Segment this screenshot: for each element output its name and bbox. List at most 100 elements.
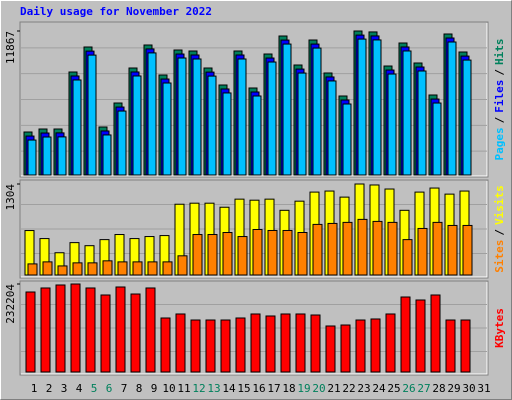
legend-entry: Pages [493, 127, 506, 160]
bar [417, 70, 427, 176]
legend-entry: KBytes [493, 308, 506, 348]
bar [327, 222, 338, 276]
bar [265, 315, 276, 373]
x-tick-label: 14 [222, 382, 236, 395]
bar [282, 229, 293, 276]
bar [72, 79, 82, 176]
bar [460, 319, 471, 373]
bar [415, 299, 426, 373]
bar [220, 319, 231, 373]
x-tick-label: 18 [282, 382, 295, 395]
x-tick-label: 4 [76, 382, 83, 395]
bar [387, 221, 398, 276]
bar [267, 61, 277, 176]
legend: Pages / Files / Hits [493, 39, 506, 161]
x-tick-label: 26 [402, 382, 415, 395]
x-tick-label: 8 [136, 382, 143, 395]
x-tick-label: 7 [121, 382, 128, 395]
bar [462, 59, 472, 176]
bar [310, 314, 321, 373]
bar [207, 234, 218, 276]
panel-edge [21, 282, 488, 375]
bar [432, 221, 443, 276]
chart-title: Daily usage for November 2022 [20, 5, 212, 18]
bar [115, 286, 126, 373]
bar [72, 262, 83, 276]
x-tick-label: 22 [342, 382, 355, 395]
panel-edge [21, 181, 488, 278]
bar [312, 47, 322, 176]
x-tick-label: 28 [432, 382, 445, 395]
bar [102, 134, 112, 176]
bar [325, 325, 336, 373]
bar [55, 284, 66, 373]
bar [85, 287, 96, 373]
x-tick-label: 15 [237, 382, 250, 395]
x-tick-label: 17 [267, 382, 280, 395]
legend-separator: / [493, 116, 506, 123]
bar [162, 261, 173, 276]
x-tick-label: 19 [297, 382, 310, 395]
bar [70, 283, 81, 373]
bar [117, 110, 127, 176]
x-tick-label: 16 [252, 382, 265, 395]
legend-entry: Sites [493, 240, 506, 273]
x-tick-label: 23 [357, 382, 370, 395]
bar [297, 72, 307, 176]
bar [57, 265, 68, 276]
x-tick-label: 29 [447, 382, 460, 395]
bar [25, 291, 36, 373]
bar [42, 136, 52, 176]
legend-separator: / [493, 69, 506, 76]
bar [250, 313, 261, 373]
x-tick-label: 12 [192, 382, 205, 395]
bar [132, 261, 143, 276]
bar [235, 317, 246, 373]
bar [312, 223, 323, 276]
bar [87, 54, 97, 176]
bar [175, 313, 186, 373]
bar [357, 218, 368, 276]
x-tick-label: 2 [46, 382, 53, 395]
bar [40, 287, 51, 373]
bar [252, 229, 263, 276]
bar [327, 80, 337, 176]
x-tick-label: 24 [372, 382, 386, 395]
bar [145, 287, 156, 373]
legend-entry: Files [493, 80, 506, 113]
bar [162, 82, 172, 176]
bar [295, 313, 306, 373]
legend: Sites / Visits [493, 185, 506, 273]
y-tick-label: 11867 [4, 31, 17, 64]
x-tick-label: 25 [387, 382, 400, 395]
bar [207, 75, 217, 176]
bar [385, 313, 396, 373]
x-tick-label: 1 [31, 382, 38, 395]
bar [132, 75, 142, 176]
bar [237, 236, 248, 276]
bar [222, 232, 233, 276]
bar [372, 220, 383, 276]
bar [432, 102, 442, 176]
bar [342, 103, 352, 176]
bar [177, 57, 187, 176]
legend-separator: / [493, 229, 506, 236]
x-tick-label: 20 [312, 382, 325, 395]
bar [192, 234, 203, 276]
bar [57, 136, 67, 176]
bar [282, 43, 292, 176]
x-tick-label: 21 [327, 382, 340, 395]
x-tick-label: 11 [177, 382, 190, 395]
x-tick-label: 5 [91, 382, 98, 395]
y-tick-label: 232204 [4, 284, 17, 324]
bar [447, 41, 457, 176]
bar [117, 261, 128, 276]
legend: KBytes [493, 308, 506, 348]
x-tick-label: 31 [477, 382, 490, 395]
x-tick-label: 3 [61, 382, 68, 395]
bar [447, 224, 458, 276]
x-tick-label: 10 [162, 382, 175, 395]
bar [445, 319, 456, 373]
bar [280, 313, 291, 373]
